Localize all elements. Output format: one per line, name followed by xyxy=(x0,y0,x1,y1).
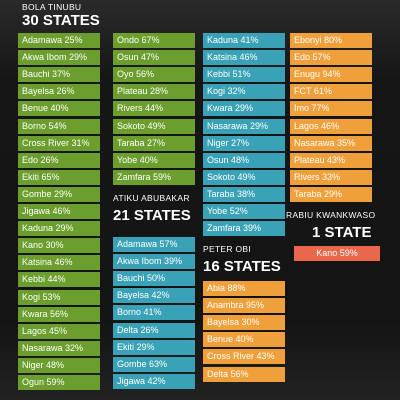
state-result: Osun 48% xyxy=(203,152,285,168)
candidate-name: PETER OBI xyxy=(203,244,252,254)
state-result: Yobe 40% xyxy=(113,152,195,168)
state-result: Ekiti 29% xyxy=(113,339,195,355)
state-result: Plateau 28% xyxy=(113,84,195,100)
state-result: Abia 88% xyxy=(203,281,285,296)
state-result: Ondo 67% xyxy=(113,33,195,48)
state-result: Imo 77% xyxy=(290,101,372,117)
state-result: Jigawa 46% xyxy=(18,204,100,219)
state-result: Oyo 56% xyxy=(113,67,195,83)
state-result: Borno 54% xyxy=(18,118,100,134)
state-result: Lagos 45% xyxy=(18,323,100,339)
state-result: Bauchi 37% xyxy=(18,67,100,83)
state-count: 21 STATES xyxy=(113,207,191,224)
state-result: Kebbi 51% xyxy=(203,67,285,83)
state-result: Kano 59% xyxy=(294,246,380,261)
state-result: Adamawa 57% xyxy=(113,237,195,252)
candidate-name: RABIU KWANKWASO xyxy=(286,210,376,220)
state-result: Kogi 32% xyxy=(203,84,285,100)
state-result: Gombe 29% xyxy=(18,186,100,202)
state-result: Edo 26% xyxy=(18,152,100,168)
state-result: Bayelsa 42% xyxy=(113,288,195,304)
state-result: Akwa Ibom 39% xyxy=(113,254,195,270)
state-result: Katsina 46% xyxy=(18,255,100,271)
state-result: Taraba 38% xyxy=(203,186,285,202)
state-result: FCT 61% xyxy=(290,84,372,100)
state-result: Kaduna 29% xyxy=(18,221,100,237)
state-result: Jigawa 42% xyxy=(113,373,195,389)
state-result: Anambra 95% xyxy=(203,298,285,314)
state-result: Delta 26% xyxy=(113,322,195,338)
state-result: Kebbi 44% xyxy=(18,272,100,288)
state-result: Taraba 29% xyxy=(290,186,372,202)
state-result: Edo 57% xyxy=(290,50,372,66)
state-result: Ebonyi 80% xyxy=(290,33,372,48)
state-result: Zamfara 59% xyxy=(113,169,195,185)
state-result: Cross River 43% xyxy=(203,349,285,365)
state-result: Zamfara 39% xyxy=(203,221,285,237)
state-result: Benue 40% xyxy=(18,101,100,117)
state-result: Akwa Ibom 29% xyxy=(18,50,100,66)
state-result: Bayelsa 30% xyxy=(203,315,285,331)
state-result: Ogun 59% xyxy=(18,375,100,390)
state-result: Kaduna 41% xyxy=(203,33,285,48)
candidate-name: ATIKU ABUBAKAR xyxy=(113,193,190,203)
state-result: Rivers 44% xyxy=(113,101,195,117)
state-result: Bayelsa 26% xyxy=(18,84,100,100)
state-result: Niger 48% xyxy=(18,357,100,373)
state-count: 16 STATES xyxy=(203,258,281,275)
state-result: Kwara 56% xyxy=(18,306,100,322)
state-result: Gombe 63% xyxy=(113,356,195,372)
state-result: Lagos 46% xyxy=(290,118,372,134)
state-result: Rivers 33% xyxy=(290,169,372,185)
state-result: Nasarawa 32% xyxy=(18,340,100,356)
state-result: Adamawa 25% xyxy=(18,33,100,48)
state-result: Nasarawa 35% xyxy=(290,135,372,151)
state-result: Borno 41% xyxy=(113,305,195,321)
state-result: Osun 47% xyxy=(113,50,195,66)
state-result: Delta 56% xyxy=(203,366,285,382)
state-count: 30 STATES xyxy=(22,12,100,29)
state-result: Ekiti 65% xyxy=(18,169,100,185)
state-result: Yobe 52% xyxy=(203,204,285,219)
state-result: Plateau 43% xyxy=(290,152,372,168)
state-result: Benue 40% xyxy=(203,332,285,348)
state-count: 1 STATE xyxy=(312,224,372,241)
state-result: Sokoto 49% xyxy=(203,169,285,185)
state-result: Bauchi 50% xyxy=(113,271,195,287)
state-result: Sokoto 49% xyxy=(113,118,195,134)
state-result: Cross River 31% xyxy=(18,135,100,151)
state-result: Kogi 53% xyxy=(18,289,100,305)
state-result: Kwara 29% xyxy=(203,101,285,117)
state-result: Taraba 27% xyxy=(113,135,195,151)
state-result: Nasarawa 29% xyxy=(203,118,285,134)
state-result: Kano 30% xyxy=(18,238,100,254)
state-result: Katsina 46% xyxy=(203,50,285,66)
state-result: Niger 27% xyxy=(203,135,285,151)
candidate-name: BOLA TINUBU xyxy=(22,2,82,12)
state-result: Enugu 94% xyxy=(290,67,372,83)
